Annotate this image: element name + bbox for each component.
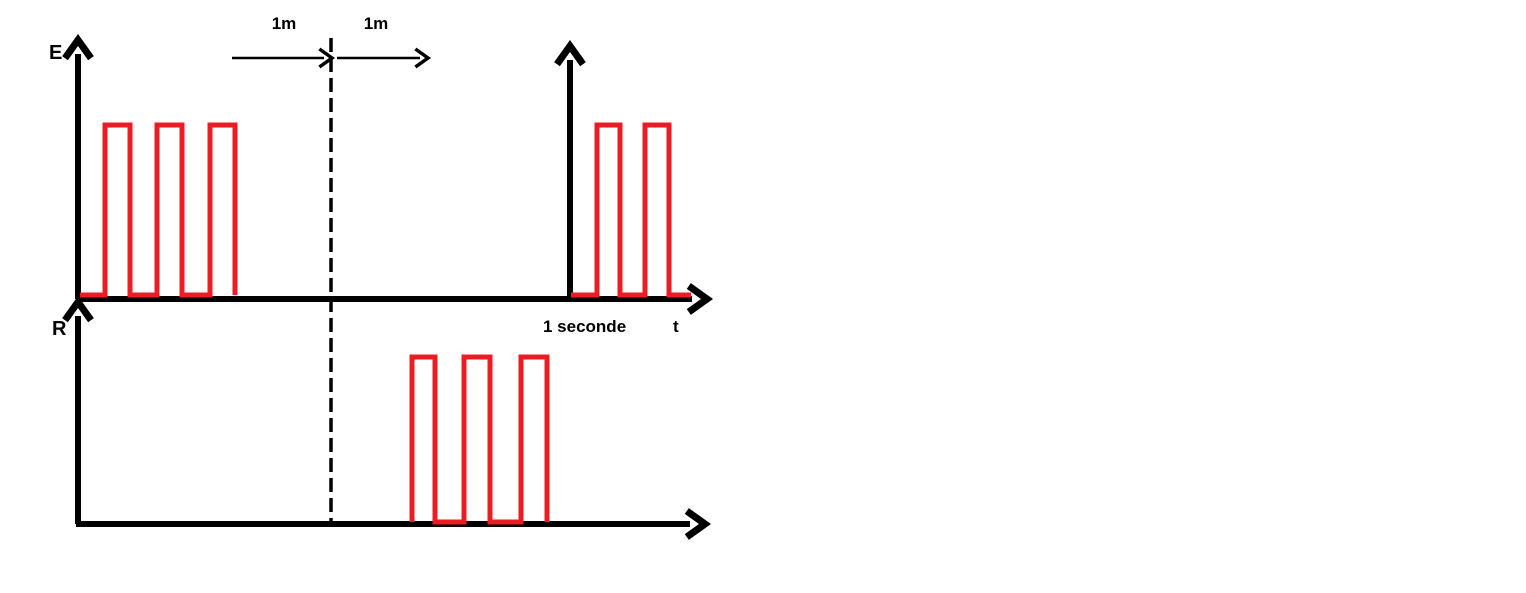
emitted-signal-E-pulse-train-1 bbox=[80, 122, 238, 298]
emitted-signal-E-pulse-train-2 bbox=[571, 122, 691, 298]
distance-arrow-left-arrowhead bbox=[318, 47, 336, 69]
received-signal-R-pulse-train-1 bbox=[409, 354, 550, 525]
period-label: 1 seconde bbox=[543, 317, 627, 336]
time-axis-label: t bbox=[673, 317, 679, 336]
received-axis-label: R bbox=[52, 318, 67, 340]
distance-label-right: 1m bbox=[363, 14, 389, 33]
distance-label-left: 1m bbox=[271, 14, 297, 33]
r-vertical-axis-arrowhead bbox=[62, 295, 94, 323]
emitted-axis-label: E bbox=[49, 42, 63, 64]
distance-arrow-right-arrowhead bbox=[414, 47, 432, 69]
one-second-marker-arrow-arrowhead bbox=[554, 39, 586, 67]
e-time-axis-arrowhead bbox=[686, 283, 714, 315]
r-time-axis-arrowhead bbox=[684, 508, 712, 540]
e-vertical-axis-arrowhead bbox=[62, 33, 94, 61]
